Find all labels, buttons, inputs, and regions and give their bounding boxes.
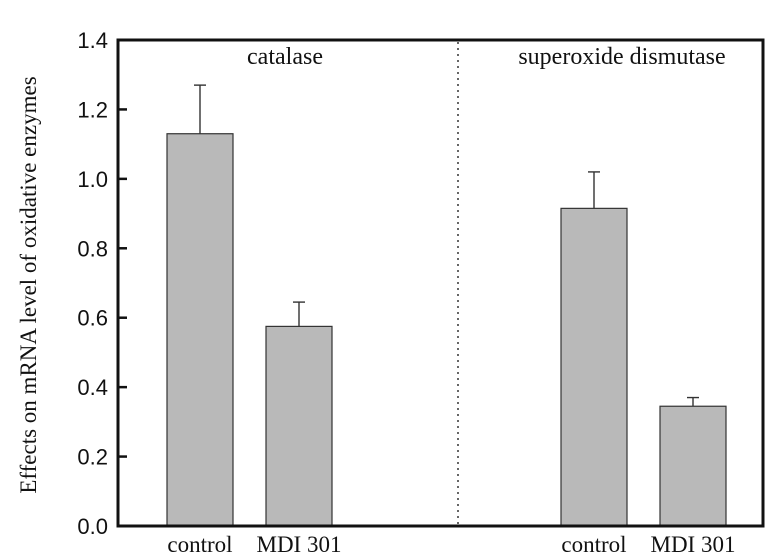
- plot-frame: [116, 38, 765, 528]
- y-axis-label: Effects on mRNA level of oxidative enzym…: [16, 76, 41, 493]
- y-tick-label: 1.0: [77, 167, 108, 192]
- category-label: MDI 301: [651, 532, 736, 556]
- y-tick-label: 0.4: [77, 375, 108, 400]
- bar-0-0: [166, 133, 234, 527]
- y-tick-label: 1.2: [77, 97, 108, 122]
- category-label: MDI 301: [257, 532, 342, 556]
- y-tick-label: 0.8: [77, 236, 108, 261]
- y-tick-label: 0.6: [77, 306, 108, 331]
- bar-1-1: [659, 405, 727, 527]
- y-tick-label: 0.0: [77, 514, 108, 539]
- y-axis-ticks: 0.0 0.2 0.4 0.6 0.8 1.0 1.2 1.4: [77, 28, 127, 539]
- bar-0-1: [265, 325, 333, 527]
- category-labels: control MDI 301 control MDI 301: [167, 532, 735, 556]
- error-bars: [194, 84, 699, 407]
- category-label: control: [167, 532, 232, 556]
- y-tick-label: 0.2: [77, 445, 108, 470]
- y-tick-label: 1.4: [77, 28, 108, 53]
- panel-titles: catalase superoxide dismutase: [247, 44, 726, 70]
- bars: [166, 133, 727, 527]
- panel-title-superoxide-dismutase: superoxide dismutase: [518, 44, 725, 70]
- bar-1-0: [560, 207, 628, 527]
- category-label: control: [561, 532, 626, 556]
- panel-title-catalase: catalase: [247, 44, 323, 70]
